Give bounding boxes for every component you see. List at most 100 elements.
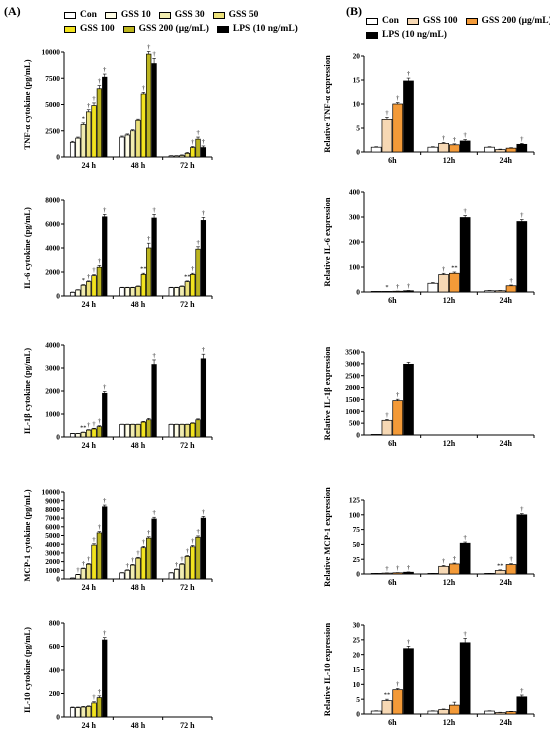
y-tick-label: 5000 — [45, 100, 60, 109]
bar — [69, 577, 76, 580]
bar — [86, 429, 92, 438]
bar — [516, 221, 528, 293]
bar — [459, 542, 471, 575]
bar — [427, 282, 439, 293]
bar — [449, 704, 460, 715]
significance-mark: † — [152, 510, 155, 517]
bar — [151, 217, 157, 297]
bar — [96, 266, 103, 297]
bar — [403, 290, 414, 293]
significance-mark: † — [98, 78, 101, 85]
legend-label: GSS 100 — [80, 24, 115, 34]
chart-A-0: 0 2500 5000 7500 10000 TNF-α cytokine (pg/mL)… — [22, 44, 213, 170]
x-tick-label: 12h — [443, 156, 456, 165]
bar — [96, 426, 103, 438]
bar — [403, 571, 414, 575]
bar — [505, 147, 517, 153]
x-tick-label: 24 h — [81, 583, 96, 592]
y-tick-label: 10000 — [42, 488, 61, 497]
x-tick-label: 48 h — [131, 583, 146, 592]
bar — [381, 419, 393, 436]
significance-mark: † — [103, 630, 106, 637]
x-tick-label: 24 h — [81, 300, 96, 309]
x-tick-label: 12h — [443, 718, 456, 727]
y-axis-label: IL-10 cytokine (pg/mL) — [22, 627, 32, 713]
y-tick-label: 200 — [49, 689, 60, 698]
y-axis-label: IL-1β cytokine (pg/mL) — [22, 348, 32, 434]
significance-mark: † — [396, 284, 399, 291]
bar — [184, 281, 190, 297]
y-tick-label: 2500 — [45, 126, 60, 135]
bar — [135, 424, 141, 438]
legend-swatch — [212, 11, 225, 19]
legend-label: Con — [80, 10, 97, 20]
x-tick-label: 6h — [388, 578, 397, 587]
bar — [96, 532, 103, 580]
bar — [195, 248, 201, 297]
legend-swatch — [104, 11, 117, 19]
significance-mark: † — [520, 688, 523, 695]
y-tick-label: 0 — [356, 148, 360, 157]
bar — [200, 517, 207, 580]
x-tick-label: 72 h — [180, 583, 195, 592]
chart-A-3: 0100020003000400050006000700080009000100… — [22, 488, 213, 592]
x-tick-label: 24 h — [81, 161, 96, 170]
chart-A-4: 0 200 400 600 800 IL-10 cytokine (pg/mL) 24 h †… — [22, 619, 213, 730]
bar — [119, 572, 125, 580]
y-tick-label: 3000 — [45, 364, 60, 373]
significance-mark: * — [385, 284, 388, 291]
bar — [140, 274, 146, 297]
y-tick-label: 15 — [353, 665, 361, 674]
x-tick-label: 72 h — [180, 441, 195, 450]
bar — [130, 130, 136, 158]
bar — [190, 546, 196, 580]
significance-mark: † — [131, 557, 134, 564]
y-tick-label: 30 — [353, 621, 361, 630]
bar — [146, 537, 152, 580]
bar — [173, 424, 180, 438]
y-tick-label: 7000 — [45, 514, 60, 523]
y-tick-label: 1000 — [45, 410, 60, 419]
x-tick-label: 48 h — [131, 721, 146, 730]
y-tick-label: 1000 — [45, 566, 60, 575]
significance-mark: † — [407, 71, 410, 78]
bar — [119, 424, 125, 438]
significance-mark: ** — [451, 265, 457, 272]
x-tick-label: 12h — [443, 296, 456, 305]
bar — [505, 564, 517, 575]
legend-item: Con — [366, 16, 399, 26]
y-tick-label: 100 — [349, 510, 360, 519]
significance-mark: † — [520, 212, 523, 219]
significance-mark: † — [147, 44, 150, 51]
legend-label: GSS 100 — [422, 16, 458, 26]
y-axis-label: Relative IL-6 expression — [322, 197, 332, 286]
y-tick-label: 1500 — [345, 395, 360, 404]
bar — [75, 433, 81, 438]
chart-B-8: 0 25 50 75 100 125 Relative MCP-1 expression 6h… — [322, 487, 535, 587]
significance-mark: † — [152, 207, 155, 214]
y-tick-label: 4000 — [45, 244, 60, 253]
chart-B-9: 0 5 10 15 20 25 30 Relative IL-10 expression 6h *… — [322, 621, 535, 727]
bar — [130, 287, 136, 297]
bar — [124, 569, 130, 580]
significance-mark: † — [453, 136, 456, 143]
bar — [494, 570, 506, 575]
legend-swatch — [64, 11, 76, 19]
legend-swatch — [64, 25, 76, 33]
significance-mark: † — [175, 561, 178, 568]
significance-mark: † — [385, 565, 388, 572]
y-tick-label: 2000 — [45, 387, 60, 396]
legend-item: GSS 100 — [406, 16, 458, 26]
significance-mark: † — [385, 412, 388, 419]
significance-mark: † — [103, 498, 106, 505]
significance-mark: ** — [140, 266, 146, 273]
x-tick-label: 48 h — [131, 161, 146, 170]
y-tick-label: 7500 — [45, 74, 60, 83]
bar — [494, 712, 506, 715]
significance-mark: † — [196, 130, 199, 137]
bar — [80, 706, 86, 718]
legend-item: GSS 30 — [158, 10, 205, 20]
x-tick-label: 72 h — [180, 721, 195, 730]
significance-mark: † — [180, 556, 183, 563]
bar — [75, 574, 81, 580]
